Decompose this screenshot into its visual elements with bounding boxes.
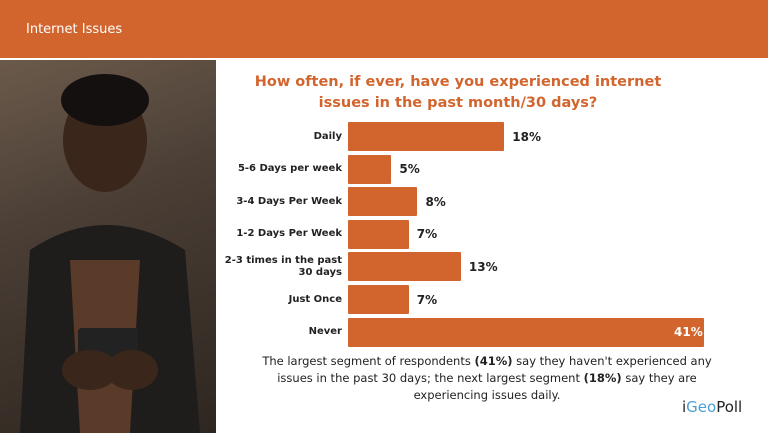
category-label: 5-6 Days per week	[237, 163, 342, 175]
category-label: Just Once	[288, 293, 342, 305]
summary-text: The largest segment of respondents (41%)…	[252, 353, 722, 404]
value-label: 13%	[468, 259, 498, 274]
category-label: 1-2 Days Per Week	[236, 228, 342, 240]
value-label: 7%	[416, 227, 438, 242]
bar	[348, 187, 418, 217]
slide-title: Internet Issues	[26, 22, 123, 37]
summary-bold1: (41%)	[474, 354, 513, 368]
category-label: 2-3 times in the past 30 days	[224, 254, 342, 278]
summary-part3: say they are experiencing issues daily.	[413, 371, 697, 402]
logo-geo: Geo	[686, 398, 717, 416]
value-label: 7%	[416, 292, 438, 307]
bar	[348, 252, 461, 282]
bar	[348, 317, 704, 347]
chart-title: How often, if ever, have you experienced…	[254, 74, 662, 111]
header-bar: Internet Issues	[0, 0, 768, 58]
bar-chart: Daily 18% 5-6 Days per week 5% 3-4 Days Per …	[220, 118, 768, 353]
logo-prefix: i	[682, 398, 687, 416]
geopoll-logo: iGeoPoll	[682, 398, 742, 416]
summary-bold2: (18%)	[583, 371, 622, 385]
logo-poll: Poll	[716, 398, 743, 416]
person-photo	[0, 60, 216, 433]
value-label: 5%	[399, 162, 420, 177]
summary-part1: The largest segment of respondents	[262, 354, 475, 368]
value-label: 41%	[674, 325, 703, 340]
value-label: 18%	[512, 129, 542, 144]
bar	[348, 219, 409, 249]
category-label: 3-4 Days Per Week	[236, 195, 342, 207]
bar	[348, 122, 505, 151]
summary-part2: say they haven't experienced any issues …	[277, 354, 712, 385]
bar	[348, 154, 392, 184]
value-label: 8%	[425, 194, 446, 209]
bar	[348, 285, 409, 314]
category-label: Daily	[313, 130, 342, 142]
category-label: Never	[308, 326, 342, 338]
